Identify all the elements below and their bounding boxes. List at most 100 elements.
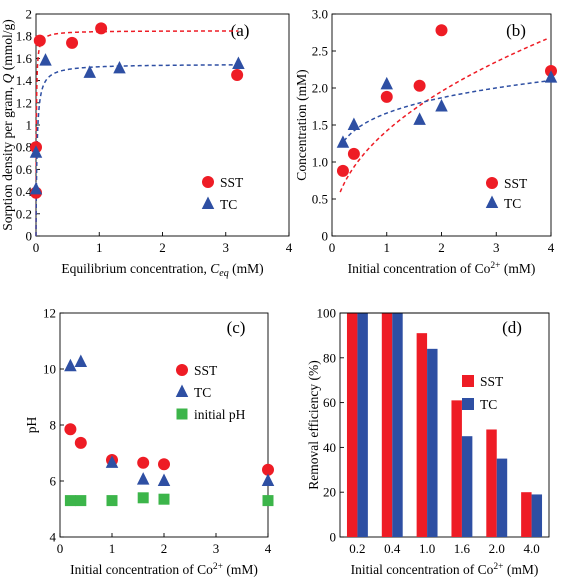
legend-marker bbox=[176, 364, 188, 376]
y-tick-label: 10 bbox=[43, 362, 56, 377]
x-tick-label: 3 bbox=[213, 541, 220, 556]
x-axis-label: Initial concentration of Co2+ (mM) bbox=[348, 261, 536, 276]
data-point-sst bbox=[158, 458, 170, 471]
legend-marker bbox=[175, 384, 189, 398]
y-tick-label: 2.5 bbox=[312, 44, 328, 59]
x-tick-label: 1 bbox=[109, 541, 116, 556]
bar-sst bbox=[416, 333, 428, 537]
legend-marker bbox=[201, 196, 215, 210]
x-tick-label: 0 bbox=[329, 240, 336, 255]
x-tick-label: 0.2 bbox=[349, 541, 365, 556]
y-tick-label: 0.4 bbox=[16, 184, 33, 199]
x-tick-label: 4.0 bbox=[523, 541, 539, 556]
fit-curve-sst bbox=[35, 30, 239, 236]
y-tick-label: 1.6 bbox=[16, 51, 33, 66]
plot-frame bbox=[339, 312, 550, 538]
y-tick-label: 12 bbox=[43, 306, 56, 321]
x-tick-label: 0 bbox=[33, 240, 40, 255]
panel-label: (d) bbox=[502, 318, 522, 337]
y-tick-label: 0 bbox=[330, 530, 337, 545]
data-point-tc bbox=[74, 354, 88, 368]
x-tick-label: 2.0 bbox=[489, 541, 505, 556]
x-tick-label: 0 bbox=[57, 541, 64, 556]
y-tick-label: 0.5 bbox=[312, 192, 328, 207]
legend-label: TC bbox=[194, 385, 211, 400]
data-point-sst bbox=[66, 36, 79, 49]
data-point-sst bbox=[380, 90, 393, 103]
legend-marker bbox=[202, 176, 214, 188]
bar-tc bbox=[392, 313, 403, 537]
legend-marker bbox=[486, 177, 498, 189]
data-point-sst bbox=[347, 147, 360, 160]
bar-tc bbox=[496, 458, 508, 537]
data-point-tc bbox=[39, 53, 52, 66]
data-point-tc bbox=[347, 117, 361, 131]
fit-curve-sst bbox=[339, 38, 547, 193]
x-tick-label: 3 bbox=[493, 240, 500, 255]
chart-panel-1: 0 0.2 0.4 0.6 0.8 1 1.2 1.4 1.6 1.8 2 0 1 2 3 4 Equilibr… bbox=[0, 7, 293, 280]
data-point-sst bbox=[137, 456, 150, 469]
x-tick-label: 3 bbox=[223, 240, 230, 255]
x-tick-label: 4 bbox=[265, 541, 272, 556]
x-tick-label: 1 bbox=[384, 240, 391, 255]
legend-label: SST bbox=[194, 363, 218, 378]
y-tick-label: 0 bbox=[26, 229, 33, 244]
y-tick-label: 1.2 bbox=[16, 95, 32, 110]
data-point-initial-ph bbox=[262, 495, 274, 507]
y-tick-label: 100 bbox=[317, 306, 337, 321]
y-axis-label: Removal efficiency (%) bbox=[306, 360, 321, 489]
x-tick-label: 1 bbox=[96, 240, 103, 255]
y-tick-label: 1.0 bbox=[312, 155, 328, 170]
data-point-sst bbox=[33, 34, 46, 47]
x-tick-label: 0.4 bbox=[384, 541, 401, 556]
y-tick-label: 6 bbox=[50, 474, 57, 489]
fit-curve-tc bbox=[35, 64, 239, 236]
panel-label: (b) bbox=[506, 21, 526, 40]
data-point-tc bbox=[380, 76, 393, 90]
data-point-sst bbox=[435, 24, 448, 37]
legend-swatch bbox=[462, 398, 474, 410]
x-tick-label: 4 bbox=[548, 240, 555, 255]
x-tick-label: 1.0 bbox=[419, 541, 435, 556]
legend-label: initial pH bbox=[194, 407, 246, 422]
legend-label: SST bbox=[220, 175, 244, 190]
data-point-initial-ph bbox=[106, 495, 118, 507]
y-tick-label: 3.0 bbox=[312, 7, 328, 22]
legend-label: TC bbox=[504, 196, 521, 211]
x-tick-label: 2 bbox=[161, 541, 168, 556]
data-point-initial-ph bbox=[158, 493, 170, 505]
data-point-sst bbox=[262, 463, 274, 476]
y-tick-label: 80 bbox=[323, 350, 336, 365]
legend-label: SST bbox=[480, 374, 504, 389]
x-tick-label: 2 bbox=[438, 240, 445, 255]
bar-sst bbox=[521, 492, 532, 537]
data-point-initial-ph bbox=[75, 495, 87, 507]
x-tick-label: 4 bbox=[286, 240, 293, 255]
y-tick-label: 2.0 bbox=[312, 81, 328, 96]
y-tick-label: 0 bbox=[322, 229, 329, 244]
data-point-tc bbox=[261, 473, 275, 487]
bar-sst bbox=[381, 313, 393, 537]
legend-label: SST bbox=[504, 176, 528, 191]
panel-label: (a) bbox=[231, 21, 250, 40]
y-tick-label: 1.4 bbox=[16, 73, 33, 88]
y-axis-label: Concentration (mM) bbox=[294, 69, 309, 180]
y-tick-label: 2 bbox=[26, 7, 33, 22]
data-point-sst bbox=[231, 69, 244, 82]
y-tick-label: 0.6 bbox=[16, 162, 33, 177]
data-point-sst bbox=[336, 164, 349, 177]
legend-marker bbox=[485, 195, 499, 209]
x-axis-label: Initial concentration of Co2+ (mM) bbox=[351, 562, 539, 577]
y-tick-label: 60 bbox=[323, 395, 336, 410]
bar-tc bbox=[357, 313, 368, 537]
y-tick-label: 1 bbox=[26, 118, 33, 133]
bar-tc bbox=[461, 436, 473, 537]
x-axis-label: Equilibrium concentration, Ceq (mM) bbox=[61, 261, 263, 279]
data-point-initial-ph bbox=[137, 492, 149, 504]
y-tick-label: 1.8 bbox=[16, 29, 32, 44]
y-tick-label: 0.2 bbox=[16, 206, 32, 221]
bar-sst bbox=[346, 313, 358, 537]
y-axis-label: Sorption density per gram, Q (mmol/g) bbox=[0, 19, 15, 230]
